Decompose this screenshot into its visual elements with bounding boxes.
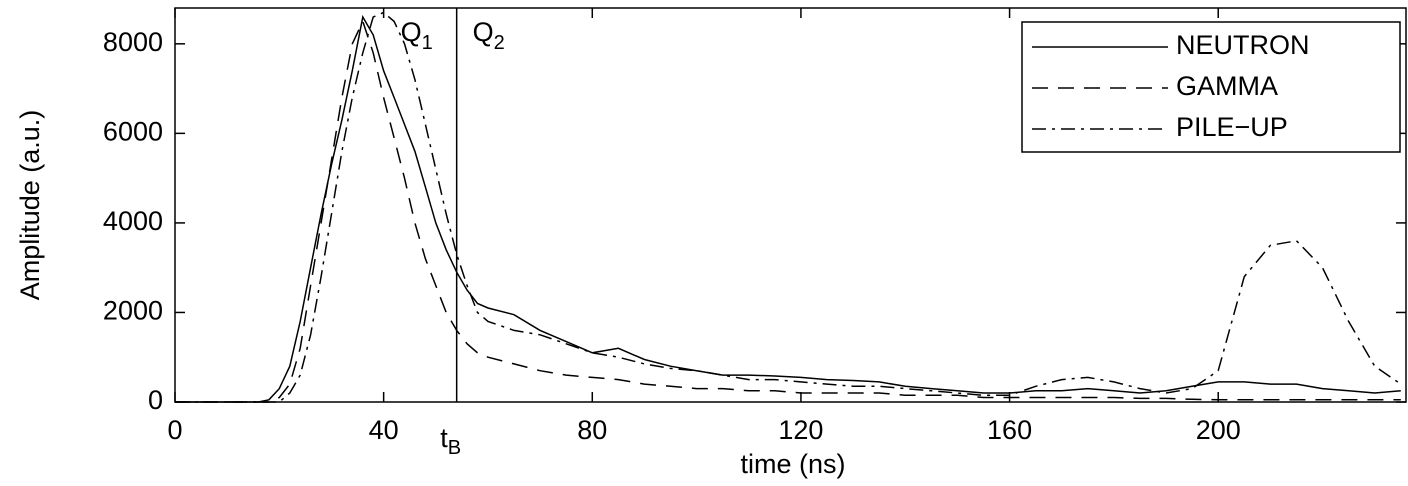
series-line (175, 11, 1402, 403)
x-tick-label: 0 (167, 415, 182, 445)
legend-box (1021, 21, 1401, 153)
x-tick-label: 120 (778, 415, 823, 445)
x-tick-label: 40 (369, 415, 399, 445)
x-axis-label: time (ns) (740, 449, 845, 479)
x-tick-label: 160 (987, 415, 1032, 445)
y-tick-label: 0 (148, 385, 163, 415)
annotation-sub: 1 (422, 32, 433, 54)
annotation: Q2 (473, 17, 505, 54)
plot-frame (174, 7, 1407, 403)
legend-label: GAMMA (1176, 71, 1278, 101)
y-axis-label: Amplitude (a.u.) (15, 110, 45, 301)
y-tick-label: 6000 (103, 116, 163, 146)
marker-label: tB (440, 423, 461, 459)
y-tick-label: 8000 (103, 27, 163, 57)
marker-label-sub: B (448, 437, 461, 459)
y-tick-label: 2000 (103, 296, 163, 326)
series-line (175, 14, 1401, 403)
legend-label: PILE−UP (1176, 112, 1288, 142)
legend-label: NEUTRON (1176, 30, 1310, 60)
series-line (175, 19, 1401, 403)
annotation: Q1 (401, 17, 433, 54)
x-tick-label: 200 (1196, 415, 1241, 445)
marker-label-main: t (440, 423, 448, 453)
annotation-main: Q (473, 17, 494, 47)
annotation-sub: 2 (494, 32, 505, 54)
annotation-main: Q (401, 17, 422, 47)
y-tick-label: 4000 (103, 206, 163, 236)
x-tick-label: 80 (577, 415, 607, 445)
